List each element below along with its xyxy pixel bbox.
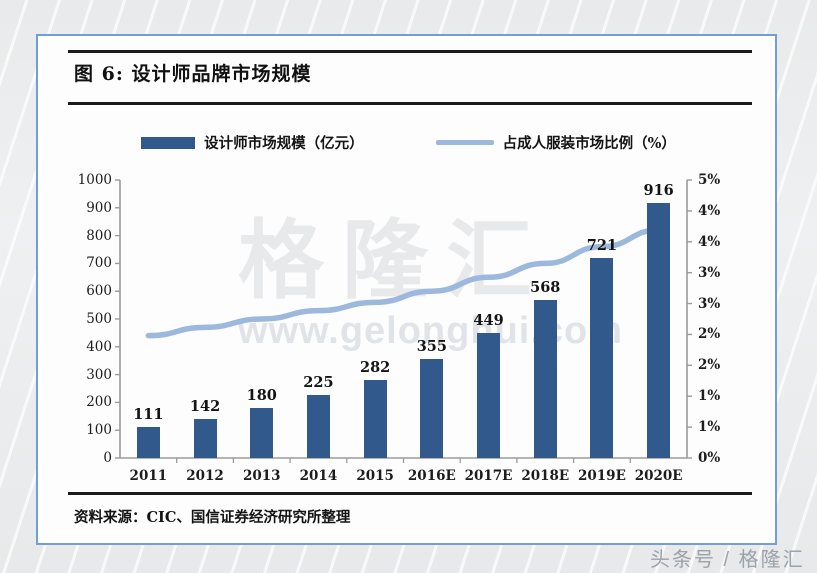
source-note: 资料来源：CIC、国信证券经济研究所整理 <box>74 509 351 526</box>
channel-watermark: 头条号 / 格隆汇 <box>650 549 805 571</box>
bar-value-label: 180 <box>246 386 277 404</box>
y-axis-right-tick-label: 4% <box>698 233 721 250</box>
bar-value-label: 355 <box>416 338 447 356</box>
legend-item-bar: 设计师市场规模（亿元） <box>141 132 364 153</box>
watermark-url: www.gelonghui.com <box>238 310 624 352</box>
bar-2016E <box>420 359 444 458</box>
bar-2012 <box>193 418 217 458</box>
bar-value-label: 449 <box>473 312 504 330</box>
x-axis-tick-label: 2013 <box>242 468 281 484</box>
x-axis-tick-label: 2016E <box>407 468 456 484</box>
x-axis-tick-label: 2011 <box>129 468 168 484</box>
x-axis-tick-label: 2020E <box>634 468 683 484</box>
bar-value-label: 282 <box>360 358 391 376</box>
figure-title: 图 6: 设计师品牌市场规模 <box>74 63 312 85</box>
bar-2019E <box>590 257 614 458</box>
x-axis-tick-label: 2015 <box>356 468 394 484</box>
x-axis-tick-label: 2014 <box>299 468 338 484</box>
figure-card: 图 6: 设计师品牌市场规模 设计师市场规模（亿元） 占成人服装市场比例（%） … <box>36 34 777 545</box>
chart-legend: 设计师市场规模（亿元） 占成人服装市场比例（%） <box>42 132 775 153</box>
y-axis-right-tick-label: 1% <box>698 419 721 436</box>
y-axis-left-tick-label: 900 <box>86 199 112 216</box>
y-axis-right-tick-label: 2% <box>698 357 721 374</box>
y-axis-left-tick-label: 1000 <box>77 172 112 188</box>
y-axis-left-tick-label: 200 <box>86 394 112 411</box>
bar-2015 <box>363 379 387 458</box>
y-axis-right-tick-label: 2% <box>698 326 721 343</box>
y-axis-left-tick-label: 0 <box>103 450 112 466</box>
legend-item-line: 占成人服装市场比例（%） <box>435 132 676 153</box>
y-axis-left-tick-label: 500 <box>86 311 112 327</box>
x-axis-tick-label: 2018E <box>521 468 570 484</box>
bar-2018E <box>533 300 557 458</box>
y-axis-right-tick-label: 0% <box>698 450 721 466</box>
y-axis-right-tick-label: 3% <box>698 295 721 312</box>
bar-2017E <box>477 333 501 458</box>
legend-bar-label: 设计师市场规模（亿元） <box>204 135 364 152</box>
y-axis-left-tick-label: 400 <box>86 338 112 355</box>
legend-line-swatch-icon <box>435 140 494 145</box>
y-axis-left-tick-label: 600 <box>86 283 112 300</box>
legend-line-label: 占成人服装市场比例（%） <box>502 135 676 152</box>
y-axis-right-tick-label: 1% <box>698 388 721 405</box>
y-axis-right-tick-label: 4% <box>698 202 721 219</box>
bar-2020E <box>647 203 671 458</box>
bar-value-label: 721 <box>586 236 618 254</box>
x-axis-tick-label: 2012 <box>186 468 224 484</box>
figure-card-inner: 图 6: 设计师品牌市场规模 设计师市场规模（亿元） 占成人服装市场比例（%） … <box>42 40 771 539</box>
y-axis-left-tick-label: 100 <box>86 422 112 439</box>
bar-value-label: 142 <box>189 397 221 415</box>
bar-2011 <box>136 427 160 458</box>
chart-svg <box>115 179 692 463</box>
y-axis-right-tick-label: 3% <box>698 264 721 281</box>
x-axis-tick-label: 2019E <box>578 468 626 484</box>
chart-plot-area: 格隆汇 www.gelonghui.com 0 100 200 300 400 500 60… <box>42 40 775 543</box>
title-rule-top <box>68 50 752 53</box>
source-rule <box>68 492 752 495</box>
bar-2014 <box>306 395 330 458</box>
bar-value-label: 568 <box>530 279 561 297</box>
bar-2013 <box>250 407 274 458</box>
x-axis-tick-label: 2017E <box>464 468 513 484</box>
y-axis-left-tick-label: 300 <box>86 366 112 383</box>
y-axis-left-tick-label: 800 <box>86 227 112 244</box>
bar-value-label: 111 <box>133 406 164 424</box>
bar-value-label: 225 <box>303 374 334 392</box>
title-rule-bottom <box>68 102 752 105</box>
y-axis-left-tick-label: 700 <box>86 255 112 272</box>
bar-value-label: 916 <box>643 182 674 200</box>
legend-bar-swatch-icon <box>141 136 196 149</box>
y-axis-right-tick-label: 5% <box>698 172 721 188</box>
watermark-brand: 格隆汇 <box>238 213 550 309</box>
